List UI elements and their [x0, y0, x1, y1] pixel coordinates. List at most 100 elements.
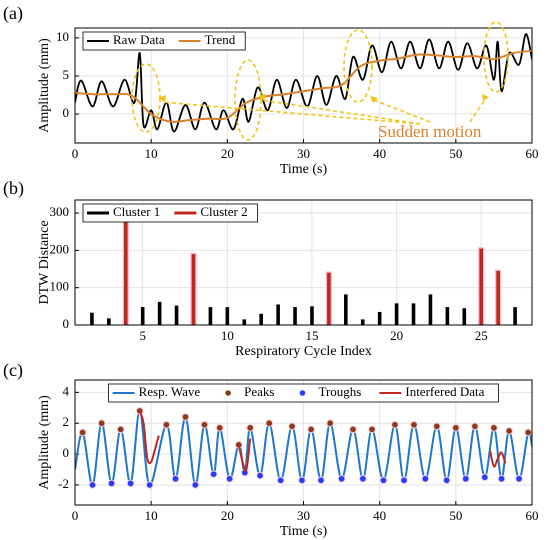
point — [116, 425, 125, 434]
legend-item: Troughs — [299, 384, 361, 399]
point — [497, 474, 506, 483]
bar — [310, 306, 314, 325]
panel: 0 100 200 300 5 10 15 20 25 Cluster 1 Cluster 2 (b)… — [3, 178, 533, 359]
y-tick-label: 0 — [63, 445, 70, 460]
point — [461, 474, 470, 483]
x-tick-label: 40 — [373, 146, 386, 161]
legend-box — [82, 31, 246, 51]
y-tick-label: 300 — [50, 204, 70, 219]
point — [78, 428, 87, 437]
point — [209, 470, 218, 478]
point — [307, 425, 315, 434]
point — [256, 471, 264, 480]
x-tick-label: 0 — [72, 508, 79, 523]
legend-label: Raw Data — [113, 32, 165, 47]
legend-label: Trend — [205, 32, 236, 47]
legend: Resp. Wave Peaks Troughs Interfered Data — [108, 383, 499, 403]
bar — [360, 319, 365, 325]
bar — [513, 307, 517, 325]
highlight-ellipse — [234, 59, 262, 141]
bar — [225, 307, 230, 325]
bar — [394, 303, 399, 325]
legend-item: Peaks — [225, 384, 274, 399]
legend-item: Resp. Wave — [112, 384, 201, 399]
point — [171, 474, 180, 483]
x-axis-label: Time (s) — [280, 524, 328, 539]
axes-frame — [74, 199, 533, 326]
point — [181, 413, 190, 421]
point — [88, 481, 97, 489]
point — [225, 474, 234, 483]
point — [349, 425, 357, 434]
marks — [75, 407, 532, 489]
point — [162, 420, 171, 429]
legend-label: Peaks — [244, 384, 274, 399]
point — [97, 419, 106, 428]
x-tick-label: 30 — [297, 146, 310, 161]
point — [191, 481, 200, 489]
point — [490, 424, 498, 432]
legend: Raw Data Trend — [82, 31, 246, 51]
x-tick-label: 50 — [449, 146, 462, 161]
bar — [190, 252, 197, 325]
y-axis-label: DTW Distance — [37, 220, 52, 304]
x-tick-label: 15 — [305, 328, 318, 343]
y-tick-label: 0 — [63, 316, 70, 331]
y-tick-label: -2 — [58, 476, 69, 491]
annotation: Sudden motion — [378, 122, 482, 141]
legend-item: Cluster 1 — [87, 204, 160, 219]
y-axis-label: Amplitude (mm) — [37, 395, 52, 490]
point — [410, 420, 418, 429]
y-tick-label: 10 — [56, 29, 69, 44]
point — [326, 419, 334, 428]
x-tick-label: 60 — [526, 146, 539, 161]
y-tick-label: 0 — [63, 105, 70, 120]
bar — [495, 269, 502, 325]
line — [138, 410, 507, 472]
line — [75, 49, 532, 123]
bar — [242, 319, 247, 325]
x-tick-label: 10 — [221, 328, 234, 343]
point — [298, 476, 306, 485]
x-tick-label: 10 — [145, 508, 158, 523]
legend-symbol — [225, 390, 231, 396]
legend-label: Resp. Wave — [139, 384, 201, 399]
point — [215, 424, 224, 432]
bar — [90, 312, 94, 325]
x-tick-label: 20 — [221, 146, 234, 161]
bar — [344, 294, 348, 325]
annotation-arrows — [161, 97, 487, 125]
panel-label: (b) — [3, 178, 24, 199]
point — [391, 420, 399, 429]
annotations — [131, 21, 509, 141]
point — [505, 427, 513, 435]
bar — [157, 301, 162, 325]
y-tick-label: 5 — [63, 67, 70, 82]
point — [368, 425, 376, 434]
point — [379, 476, 388, 485]
y-tick-label: 100 — [50, 279, 70, 294]
bar — [478, 247, 485, 325]
point — [515, 474, 523, 483]
point — [337, 474, 346, 483]
bar — [208, 307, 213, 325]
y-tick-label: 2 — [63, 414, 70, 429]
legend-symbol — [299, 390, 306, 396]
point — [400, 476, 408, 485]
point — [480, 473, 489, 482]
point — [126, 479, 135, 488]
bar — [174, 305, 179, 325]
x-tick-label: 5 — [139, 328, 146, 343]
x-tick-label: 40 — [373, 508, 386, 523]
point — [145, 481, 154, 489]
x-tick-label: 25 — [475, 328, 488, 343]
point — [317, 476, 325, 485]
point — [432, 422, 441, 431]
y-tick-label: 4 — [63, 383, 70, 398]
x-tick-label: 30 — [297, 508, 310, 523]
point — [265, 419, 274, 428]
axes-frame — [74, 379, 533, 506]
point — [421, 474, 430, 483]
point — [359, 474, 367, 483]
